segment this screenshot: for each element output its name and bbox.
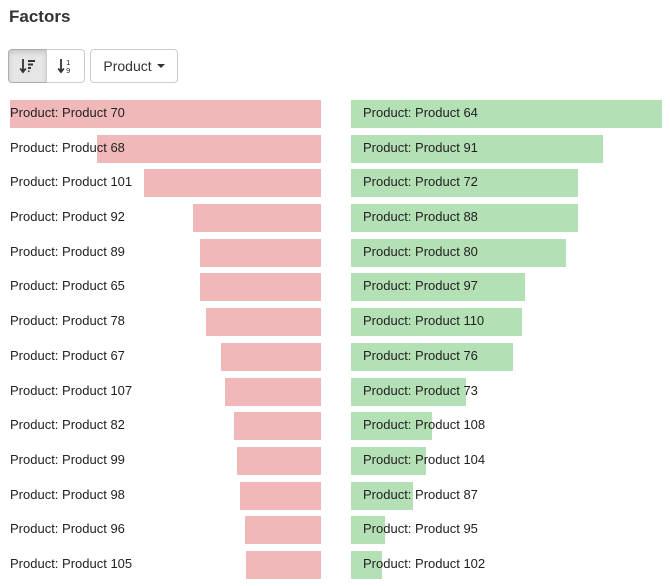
positive-factor-row[interactable]: Product: Product 97 [351, 273, 662, 302]
group-by-dropdown[interactable]: Product [90, 49, 178, 83]
negative-factor-label: Product: Product 96 [10, 521, 125, 537]
positive-factor-bar [351, 134, 603, 163]
positive-factor-row[interactable]: Product: Product 87 [351, 481, 662, 510]
negative-factor-label: Product: Product 107 [10, 382, 133, 398]
positive-factor-row[interactable]: Product: Product 76 [351, 342, 662, 371]
positive-factor-bar [351, 550, 382, 579]
negative-factor-row[interactable]: Product: Product 67 [10, 342, 321, 371]
negative-factor-row[interactable]: Product: Product 92 [10, 204, 321, 233]
negative-factor-bar [97, 134, 321, 163]
negative-factor-label: Product: Product 67 [10, 347, 125, 363]
positive-factor-label: Product: Product 64 [363, 105, 478, 120]
negative-factor-bar [206, 308, 321, 337]
positive-factor-label: Product: Product 108 [363, 417, 486, 433]
positive-factor-bar [351, 412, 432, 441]
positive-factor-label: Product: Product 97 [363, 278, 478, 294]
positive-factor-row[interactable]: Product: Product 104 [351, 446, 662, 475]
positive-factor-bar [351, 204, 578, 233]
negative-factor-row[interactable]: Product: Product 78 [10, 308, 321, 337]
negative-factor-bar [144, 169, 321, 198]
positive-factor-label: Product: Product 102 [363, 555, 486, 571]
negative-factor-row[interactable]: Product: Product 107 [10, 377, 321, 406]
page-title: Factors [9, 7, 71, 26]
negative-factor-row[interactable]: Product: Product 101 [10, 169, 321, 198]
sort-descending-button[interactable] [8, 49, 47, 83]
positive-factor-bar [351, 377, 466, 406]
positive-factor-row[interactable]: Product: Product 72 [351, 169, 662, 198]
positive-factor-row[interactable]: Product: Product 64 [351, 100, 662, 128]
negative-factor-label: Product: Product 78 [10, 313, 125, 329]
positive-factor-label: Product: Product 95 [363, 521, 478, 537]
negative-factor-bar [245, 516, 321, 545]
negative-factor-bar [200, 238, 321, 267]
negative-factor-label: Product: Product 92 [10, 209, 125, 225]
positive-factor-row[interactable]: Product: Product 73 [351, 377, 662, 406]
negative-factor-row[interactable]: Product: Product 98 [10, 481, 321, 510]
svg-text:1: 1 [66, 59, 70, 67]
positive-factor-bar [351, 308, 522, 337]
positive-factor-row[interactable]: Product: Product 108 [351, 412, 662, 441]
negative-factor-label: Product: Product 98 [10, 486, 125, 502]
negative-factor-row[interactable]: Product: Product 82 [10, 412, 321, 441]
positive-factor-bar [351, 100, 662, 128]
positive-factor-bar [351, 238, 566, 267]
sort-button-group: 1 9 [8, 49, 85, 83]
negative-factor-label: Product: Product 65 [10, 278, 125, 294]
dropdown-label: Product [103, 58, 152, 74]
positive-factor-row[interactable]: Product: Product 88 [351, 204, 662, 233]
negative-factor-bar [240, 481, 321, 510]
positive-factor-label: Product: Product 110 [363, 313, 485, 329]
positive-factor-label: Product: Product 88 [363, 209, 478, 225]
negative-factor-bar [225, 377, 321, 406]
sort-amount-desc-icon [18, 59, 35, 74]
positive-factor-row[interactable]: Product: Product 95 [351, 516, 662, 545]
positive-factor-bar [351, 169, 578, 198]
positive-factor-bar [351, 342, 513, 371]
negative-factor-bar [237, 446, 321, 475]
negative-factor-label: Product: Product 70 [10, 105, 125, 120]
positive-factor-row[interactable]: Product: Product 80 [351, 238, 662, 267]
negative-factor-row[interactable]: Product: Product 89 [10, 238, 321, 267]
positive-factor-label: Product: Product 72 [363, 174, 478, 190]
negative-factor-row[interactable]: Product: Product 99 [10, 446, 321, 475]
negative-factor-row[interactable]: Product: Product 65 [10, 273, 321, 302]
positive-factor-bar [351, 516, 385, 545]
positive-factors-list: Product: Product 64 Product: Product 91 Pr… [351, 100, 662, 586]
positive-factor-bar [351, 446, 426, 475]
sort-ascending-button[interactable]: 1 9 [46, 49, 85, 83]
positive-factor-label: Product: Product 76 [363, 347, 478, 363]
caret-down-icon [156, 64, 165, 68]
negative-factor-row[interactable]: Product: Product 68 [10, 134, 321, 163]
negative-factor-row[interactable]: Product: Product 96 [10, 516, 321, 545]
positive-factor-label: Product: Product 104 [363, 451, 486, 467]
negative-factor-label: Product: Product 101 [10, 174, 133, 190]
positive-factor-row[interactable]: Product: Product 102 [351, 550, 662, 579]
positive-factor-row[interactable]: Product: Product 110 [351, 308, 662, 337]
sort-numeric-asc-icon: 1 9 [56, 59, 70, 75]
positive-factor-label: Product: Product 87 [363, 486, 478, 502]
negative-factor-bar [10, 100, 321, 128]
negative-factor-bar [200, 273, 321, 302]
negative-factor-bar [246, 550, 321, 579]
negative-factor-label: Product: Product 99 [10, 451, 125, 467]
positive-factor-label: Product: Product 80 [363, 243, 478, 259]
svg-text:9: 9 [66, 67, 70, 75]
negative-factor-bar [193, 204, 321, 233]
positive-factor-bar [351, 273, 525, 302]
negative-factor-label: Product: Product 105 [10, 555, 133, 571]
positive-factor-bar [351, 481, 413, 510]
toolbar: 1 9 Product [8, 49, 178, 83]
positive-factor-label: Product: Product 91 [363, 139, 478, 155]
negative-factor-label: Product: Product 68 [10, 139, 125, 155]
negative-factor-label: Product: Product 89 [10, 243, 125, 259]
negative-factor-row[interactable]: Product: Product 70 [10, 100, 321, 128]
negative-factor-bar [221, 342, 321, 371]
positive-factor-row[interactable]: Product: Product 91 [351, 134, 662, 163]
negative-factor-label: Product: Product 82 [10, 417, 125, 433]
positive-factor-label: Product: Product 73 [363, 382, 478, 398]
negative-factors-list: Product: Product 70 Product: Product 68 Pr… [10, 100, 321, 586]
negative-factor-bar [234, 412, 321, 441]
negative-factor-row[interactable]: Product: Product 105 [10, 550, 321, 579]
